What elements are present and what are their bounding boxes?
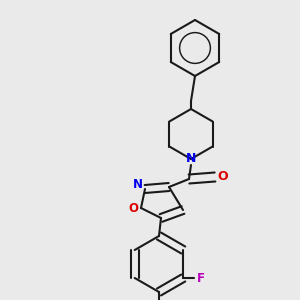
- Text: N: N: [133, 178, 143, 191]
- Text: O: O: [128, 202, 138, 214]
- Text: O: O: [218, 170, 228, 184]
- Text: N: N: [186, 152, 196, 166]
- Text: F: F: [197, 272, 205, 284]
